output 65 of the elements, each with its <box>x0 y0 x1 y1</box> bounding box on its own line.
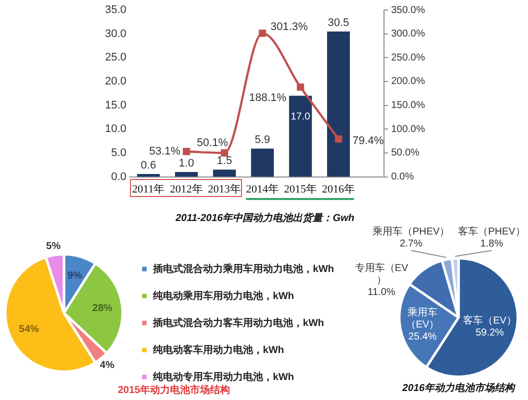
slice-label: 专用车（EV） <box>354 262 408 286</box>
y2-tick-label: 100.0% <box>391 124 426 135</box>
legend-label: 纯电动专用车用动力电池，kWh <box>152 370 294 383</box>
slice-label: 客车（EV） <box>463 314 516 326</box>
data-label: 5% <box>46 240 61 252</box>
slice-label: 客车（PHEV） <box>458 225 526 238</box>
data-label: 59.2% <box>476 327 504 338</box>
data-label: 11.0% <box>368 286 396 298</box>
point <box>296 84 304 91</box>
text: 2015年动力电池市场结构 <box>118 384 230 396</box>
y2-tick-label: 0.0% <box>391 172 414 183</box>
data-label: 1.0 <box>178 158 194 170</box>
y-tick-label: 30.0 <box>104 28 126 40</box>
data-label: 28% <box>92 302 112 314</box>
slice-label: 乘用车（EV） <box>406 306 440 331</box>
data-label: 54% <box>18 324 40 336</box>
legend-label: 插电式混合动力乘用车用动力电池，kWh <box>152 262 334 275</box>
y2-tick-label: 250.0% <box>391 52 426 64</box>
y-tick-label: 0.0 <box>111 170 126 183</box>
slice-label: 乘用车（PHEV） <box>372 225 450 238</box>
data-label: 9% <box>68 270 82 282</box>
legend-label: 纯电动乘用车用动力电池，kWh <box>152 290 294 302</box>
bar <box>251 148 274 177</box>
x-tick-label: 2011年 <box>132 183 165 196</box>
y-tick-label: 20.0 <box>104 76 126 88</box>
data-label: 17.0 <box>290 112 311 123</box>
y2-tick-label: 300.0% <box>391 28 426 40</box>
y-tick-label: 35.0 <box>104 4 126 16</box>
data-label: 25.4% <box>408 332 437 343</box>
data-label: 5.9 <box>254 134 270 146</box>
y2-tick-label: 350.0% <box>391 4 426 16</box>
y2-tick-label: 50.0% <box>391 148 420 159</box>
data-label: 50.1% <box>196 136 228 149</box>
data-label: 188.1% <box>249 92 287 104</box>
bar <box>289 96 312 177</box>
text: 2011-2016年中国动力电池出货量：Gwh <box>174 212 354 224</box>
data-label: 1.5 <box>216 155 232 168</box>
y2-tick-label: 150.0% <box>391 100 426 112</box>
y-tick-label: 5.0 <box>111 147 126 160</box>
x-tick-label: 2016年 <box>322 183 355 196</box>
data-label: 1.8% <box>480 238 504 250</box>
data-label: 0.6 <box>140 159 156 172</box>
x-tick-label: 2014年 <box>246 183 279 196</box>
legend-label: 纯电动客车用动力电池，kWh <box>152 344 284 356</box>
text: 2016年动力电池市场结构 <box>401 382 517 394</box>
y-tick-label: 10.0 <box>104 123 126 136</box>
y-tick-label: 15.0 <box>104 99 126 112</box>
bar <box>175 172 198 177</box>
data-label: 4% <box>100 360 114 371</box>
data-label: 79.4% <box>352 134 384 147</box>
y-tick-label: 25.0 <box>104 52 126 64</box>
legend-label: 插电式混合动力客车用动力电池，kWh <box>152 316 324 329</box>
y2-tick-label: 200.0% <box>391 76 426 88</box>
data-label: 53.1% <box>149 146 181 158</box>
data-label: 301.3% <box>270 21 308 34</box>
point <box>334 135 342 143</box>
point <box>258 30 266 37</box>
x-tick-label: 2015年 <box>284 183 317 196</box>
data-label: 30.5 <box>328 16 350 29</box>
data-label: 2.7% <box>400 238 423 250</box>
bar <box>327 31 350 177</box>
x-tick-label: 2013年 <box>208 183 241 196</box>
bar <box>213 170 236 177</box>
x-tick-label: 2012年 <box>170 183 203 196</box>
point <box>182 148 190 156</box>
